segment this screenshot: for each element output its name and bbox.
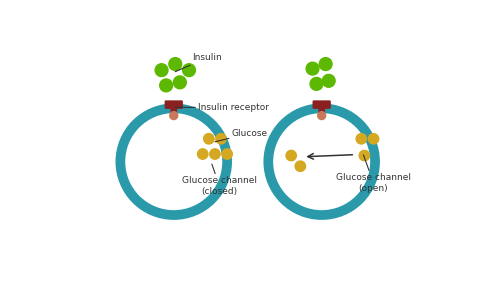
FancyBboxPatch shape [66,233,84,250]
Circle shape [198,149,208,159]
Circle shape [368,134,378,144]
Circle shape [216,134,226,144]
Circle shape [204,134,214,144]
Circle shape [155,64,168,77]
Circle shape [295,161,306,171]
Circle shape [222,149,232,159]
Circle shape [286,150,296,161]
Circle shape [169,58,181,70]
FancyBboxPatch shape [170,107,177,118]
Circle shape [170,112,177,120]
FancyBboxPatch shape [66,234,84,250]
FancyBboxPatch shape [318,107,325,118]
Text: Glucose channel
(open): Glucose channel (open) [336,155,411,193]
Text: Insulin: Insulin [176,53,222,72]
Circle shape [182,64,196,77]
Circle shape [306,62,319,75]
Text: Glucose channel
(closed): Glucose channel (closed) [182,164,257,196]
Circle shape [174,76,186,89]
Circle shape [318,112,326,120]
Circle shape [322,74,335,87]
FancyBboxPatch shape [312,100,331,109]
Circle shape [160,79,172,92]
Text: Glucose: Glucose [215,129,268,142]
Circle shape [268,108,375,215]
Circle shape [120,108,227,215]
FancyBboxPatch shape [164,100,183,109]
Circle shape [356,134,366,144]
Circle shape [310,77,323,90]
Circle shape [210,149,220,159]
Text: Insulin receptor: Insulin receptor [176,103,269,112]
Circle shape [319,58,332,70]
Circle shape [359,150,370,161]
